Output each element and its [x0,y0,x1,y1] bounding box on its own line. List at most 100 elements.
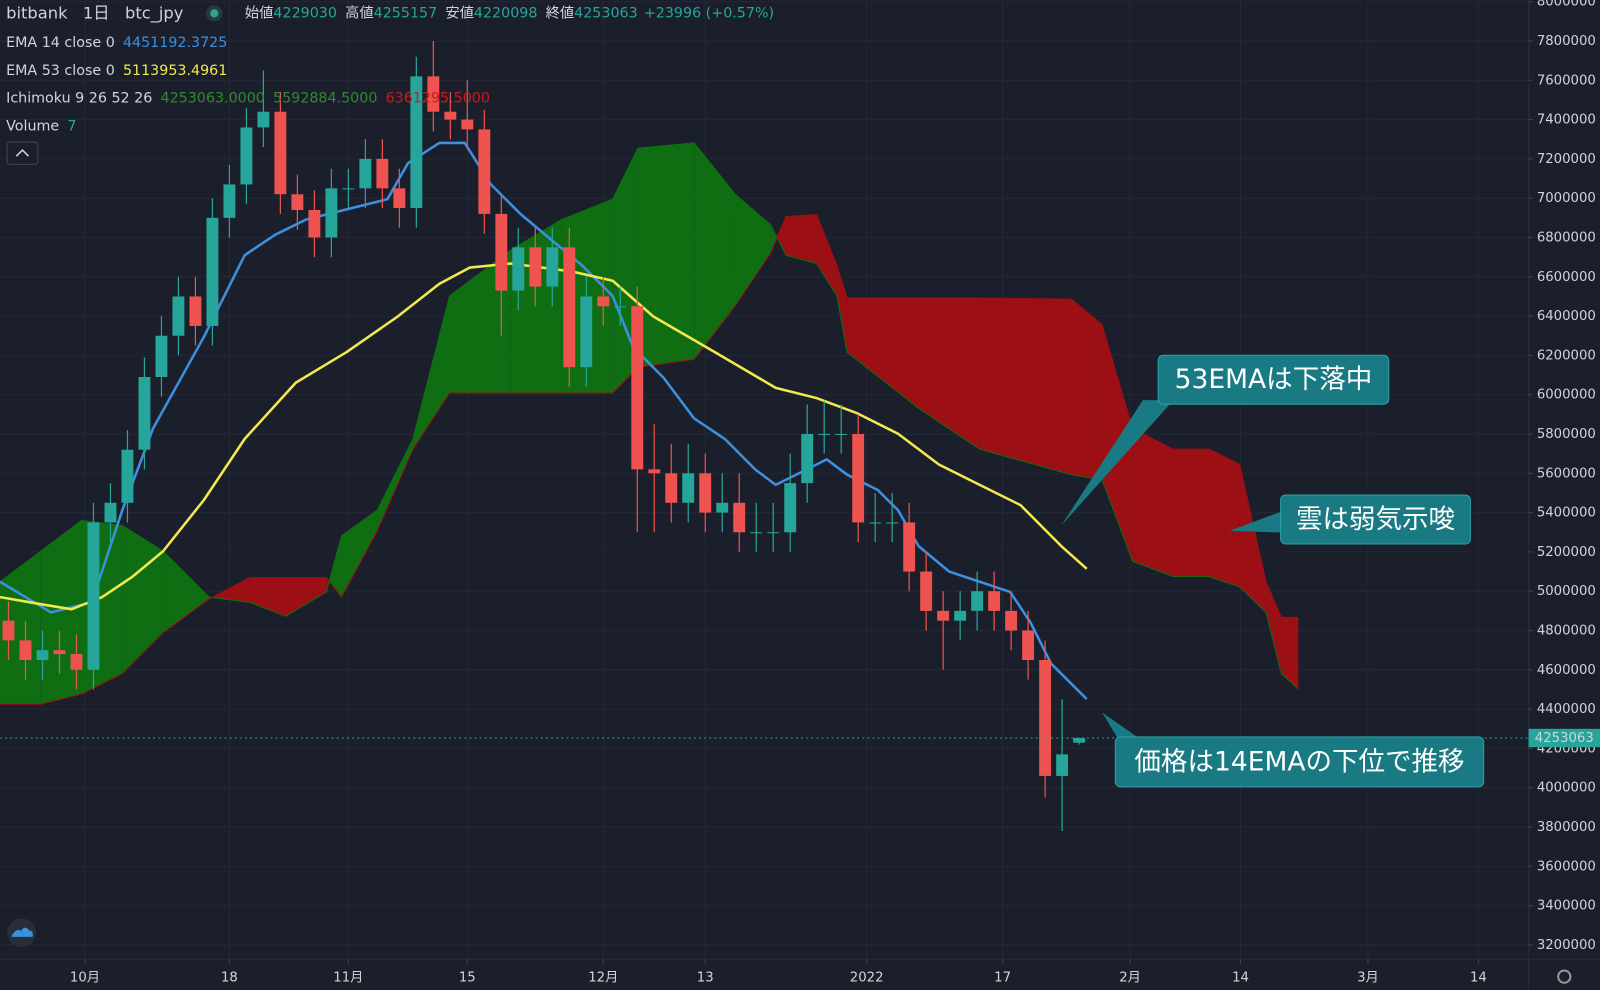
settings-icon[interactable] [1557,969,1572,984]
candle-body [512,247,525,291]
candle-body [1039,659,1052,776]
candle-body [988,591,1001,611]
candle-body [920,571,933,611]
ema-line [0,262,1088,611]
y-tick-label: 7600000 [1537,73,1596,88]
cloud-segment [1173,449,1210,577]
candle-body [546,247,559,287]
y-tick-label: 7400000 [1537,113,1596,128]
candle-body [206,217,219,326]
candle-body [631,306,644,470]
indicator-value: 5113953.4961 [123,63,227,79]
candle-body [461,119,474,130]
candle-body [1056,754,1069,776]
candles [2,40,1086,831]
cloud-segment [449,250,511,393]
cloud-segment [1239,464,1267,613]
candle-body [104,502,117,523]
cloud-segment [212,577,250,603]
logo [11,927,33,937]
cloud-segment [341,510,378,598]
symbol-line: bitbank 1日 btc_jpy [6,3,184,23]
callout-text: 53EMAは下落中 [1175,364,1373,395]
y-tick-label: 6400000 [1537,309,1596,324]
y-tick-label: 7800000 [1537,34,1596,49]
candle-body [223,184,236,218]
candle-body [716,502,729,513]
cloud-segment [777,216,786,256]
ohlc-value: 4220098 [474,5,538,21]
candle-body [359,158,372,189]
cloud-segment [1209,449,1240,587]
y-tick-label: 5400000 [1537,506,1596,521]
y-tick-label: 3800000 [1537,820,1596,835]
callout-pointer [1102,712,1143,741]
candle-body [699,473,712,513]
y-tick-label: 6800000 [1537,230,1596,245]
candle-body [563,247,576,368]
callout-pointer [1229,510,1285,533]
y-tick-label: 7000000 [1537,191,1596,206]
collapse-button[interactable] [6,141,39,165]
candle-body [580,296,593,368]
cloud-segment [734,194,771,307]
ohlc-label: 終値 [546,4,575,21]
candle-body [801,434,814,484]
candle-body [240,127,253,185]
candle-body [36,650,49,660]
ohlc-value: 4255157 [374,5,438,21]
y-tick-label: 4400000 [1537,702,1596,717]
callout-box [1280,494,1471,545]
candle-body [767,532,780,534]
ohlc-value: 4229030 [273,5,337,21]
cloud-segment [249,577,286,617]
cloud-segment [694,142,735,360]
cloud-segment [1266,581,1282,674]
y-tick-label: 3200000 [1537,938,1596,953]
candle-body [886,522,899,524]
x-tick-label: 18 [221,971,238,986]
y-tick-label: 3600000 [1537,859,1596,874]
candle-body [172,296,185,336]
candle-body [954,610,967,621]
candle-body [682,473,695,503]
y-tick-label: 5000000 [1537,584,1596,599]
candle-body [444,111,457,120]
candle-body [155,335,168,378]
candle-body [1022,630,1035,660]
candle-body [2,620,15,641]
candle-body [750,532,763,534]
indicator-value: 4451192.3725 [123,35,227,51]
legend: bitbank 1日 btc_jpy 始値4229030 高値4255157 安値4… [6,3,1572,984]
indicator-name: Volume [6,119,59,135]
indicator-value: 7 [67,119,76,135]
candle-body [342,188,355,190]
cloud-segment [816,214,837,297]
candle-body [903,522,916,572]
interval: 1日 [83,3,110,22]
candle-body [393,188,406,209]
indicator-row: EMA 53 close 0 5113953.4961 [6,63,227,79]
ohlc-label: 高値 [345,4,374,21]
candle-body [121,449,134,503]
change: +23996 (+0.57%) [644,5,774,21]
candle-body [308,209,321,238]
candle-body [325,188,338,238]
cloud-segment [770,224,778,254]
candle-body [257,111,270,128]
candle-body [70,654,83,670]
candle-body [87,522,100,670]
indicator-name: EMA 53 close 0 [6,63,115,79]
indicator-value: 6361295.5000 [386,91,490,107]
candle-body [274,111,287,195]
span-a-line [0,142,1299,690]
candle-body [495,213,508,291]
candle-body [937,610,950,621]
y-tick-label: 5200000 [1537,545,1596,560]
cloud-segment [285,577,327,617]
cloud-segment [1132,428,1174,577]
y-tick-label: 4800000 [1537,624,1596,639]
indicator-rows: EMA 14 close 0 4451192.3725 EMA 53 close 0… [6,35,490,135]
indicator-value: 4253063.0000 [161,91,265,107]
